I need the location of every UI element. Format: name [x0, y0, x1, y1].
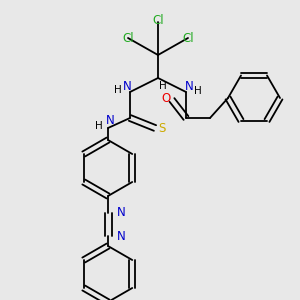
Text: Cl: Cl	[152, 14, 164, 26]
Text: N: N	[117, 206, 125, 220]
Text: H: H	[194, 86, 202, 96]
Text: H: H	[95, 121, 103, 131]
Text: H: H	[114, 85, 122, 95]
Text: N: N	[184, 80, 194, 92]
Text: N: N	[123, 80, 131, 92]
Text: O: O	[161, 92, 171, 104]
Text: N: N	[117, 230, 125, 242]
Text: S: S	[158, 122, 166, 134]
Text: H: H	[159, 81, 167, 91]
Text: Cl: Cl	[182, 32, 194, 44]
Text: N: N	[106, 115, 114, 128]
Text: Cl: Cl	[122, 32, 134, 44]
